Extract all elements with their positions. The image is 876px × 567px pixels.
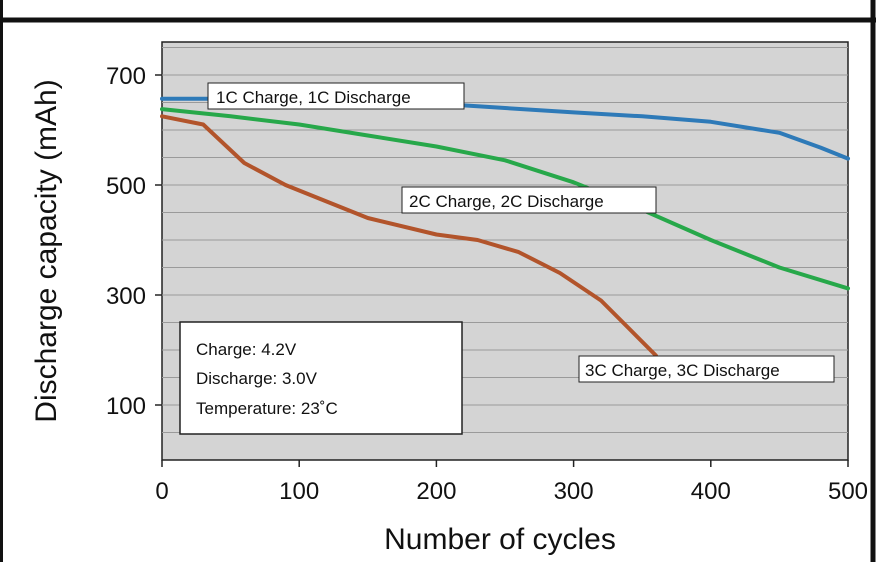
x-tick-label: 100 bbox=[279, 478, 319, 505]
conditions-box: Charge: 4.2V Discharge: 3.0V Temperature… bbox=[179, 321, 463, 435]
y-axis-title: Discharge capacity (mAh) bbox=[30, 79, 63, 422]
y-tick-label: 100 bbox=[106, 393, 146, 420]
x-tick-label: 300 bbox=[554, 478, 594, 505]
condition-discharge: Discharge: 3.0V bbox=[196, 369, 318, 388]
series-label-3c: 3C Charge, 3C Discharge bbox=[578, 355, 835, 383]
y-axis-ticks: 100 300 500 700 bbox=[106, 63, 162, 420]
x-tick-label: 400 bbox=[691, 478, 731, 505]
y-tick-label: 700 bbox=[106, 63, 146, 90]
conditions-box-frame bbox=[179, 321, 463, 435]
y-tick-label: 500 bbox=[106, 173, 146, 200]
series-label-1c-box bbox=[207, 82, 465, 110]
condition-charge: Charge: 4.2V bbox=[196, 340, 297, 359]
grid-lines bbox=[162, 47, 848, 433]
series-label-3c-box bbox=[578, 355, 835, 383]
series-label-2c-box bbox=[401, 186, 657, 214]
x-axis-ticks: 0 100 200 300 400 500 bbox=[155, 460, 868, 505]
x-tick-label: 200 bbox=[416, 478, 456, 505]
series-label-1c: 1C Charge, 1C Discharge bbox=[207, 82, 465, 110]
series-label-2c-text: 2C Charge, 2C Discharge bbox=[409, 192, 604, 211]
series-line-3 bbox=[160, 114, 658, 358]
x-tick-label: 0 bbox=[155, 478, 168, 505]
series-label-1c-text: 1C Charge, 1C Discharge bbox=[216, 88, 411, 107]
series-label-3c-text: 3C Charge, 3C Discharge bbox=[585, 361, 780, 380]
condition-temperature: Temperature: 23˚C bbox=[196, 399, 338, 418]
y-tick-label: 300 bbox=[106, 283, 146, 310]
x-axis-title: Number of cycles bbox=[384, 523, 616, 556]
series-label-2c: 2C Charge, 2C Discharge bbox=[401, 186, 657, 214]
x-tick-label: 500 bbox=[828, 478, 868, 505]
series-line-2 bbox=[160, 107, 850, 291]
